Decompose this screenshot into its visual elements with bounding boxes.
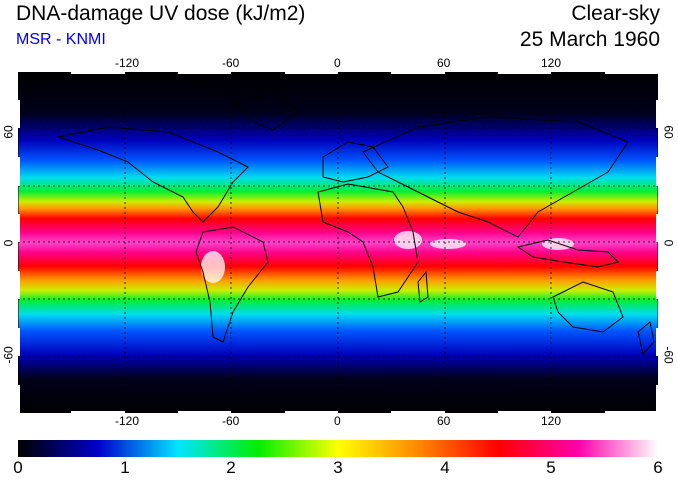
- date-label: 25 March 1960: [519, 28, 660, 51]
- lon-tick-top-5: 120: [541, 56, 562, 70]
- lat-tick-right-1: 60: [661, 125, 676, 139]
- lon-tick-bottom-4: 60: [437, 414, 451, 428]
- lon-tick-top-4: 60: [437, 56, 451, 70]
- colorbar-label-6: 6: [653, 458, 663, 477]
- colorbar-label-4: 4: [440, 458, 450, 477]
- lat-tick-right-2: 0: [661, 239, 676, 247]
- coastlines: [56, 73, 655, 356]
- colorbar-label-3: 3: [333, 458, 343, 477]
- lon-tick-top-1: -120: [115, 56, 140, 70]
- colorbar-label-0: 0: [13, 458, 23, 477]
- graticule: [18, 72, 658, 413]
- uv-dose-map: [18, 72, 658, 413]
- lat-tick-left-2: 0: [1, 239, 16, 247]
- lon-tick-top-2: -60: [222, 56, 240, 70]
- colorbar-label-2: 2: [226, 458, 236, 477]
- lat-tick-left-3: -60: [1, 346, 16, 364]
- lon-tick-bottom-2: -60: [222, 414, 240, 428]
- colorbar-label-5: 5: [546, 458, 556, 477]
- colorbar-label-1: 1: [120, 458, 130, 477]
- lat-tick-left-1: 60: [1, 125, 16, 139]
- page-title: DNA-damage UV dose (kJ/m2): [16, 2, 306, 25]
- lat-tick-right-3: -60: [661, 346, 676, 364]
- source-label: MSR - KNMI: [16, 31, 106, 48]
- lon-tick-bottom-3: 0: [334, 414, 341, 428]
- colorbar: [18, 440, 658, 457]
- lon-tick-bottom-1: -120: [115, 414, 140, 428]
- condition-label: Clear-sky: [571, 2, 660, 25]
- lon-tick-top-3: 0: [334, 56, 341, 70]
- map-border: [18, 72, 658, 413]
- lon-tick-bottom-5: 120: [541, 414, 562, 428]
